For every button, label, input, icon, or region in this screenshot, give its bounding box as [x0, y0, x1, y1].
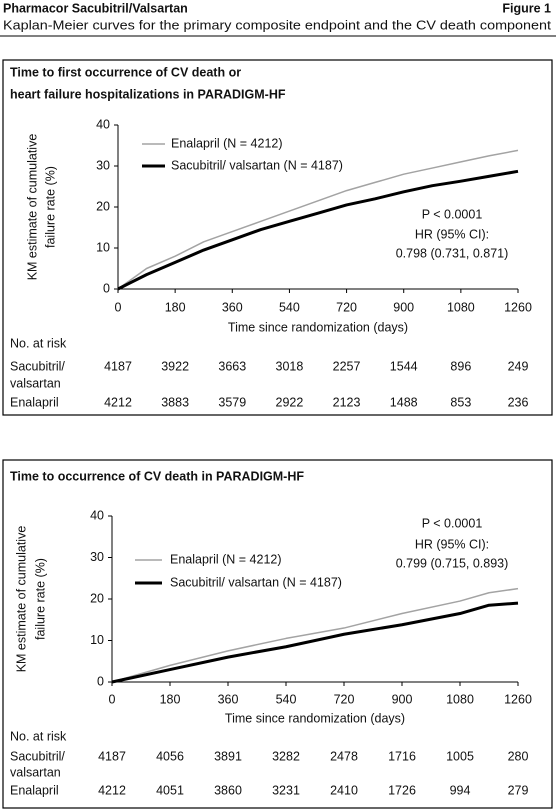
at-risk-count: 1005 [446, 749, 474, 763]
at-risk-count: 1544 [390, 359, 418, 373]
legend-label: Sacubitril/ valsartan (N = 4187) [170, 575, 342, 589]
at-risk-row-name: Sacubitril/ [10, 359, 65, 373]
chart-title: heart failure hospitalizations in PARADI… [10, 87, 286, 101]
y-tick-label: 20 [96, 199, 110, 213]
at-risk-count: 3922 [161, 359, 189, 373]
km-curve [111, 587, 519, 683]
at-risk-count: 853 [450, 395, 471, 409]
x-tick-label: 360 [218, 692, 239, 706]
legend-label: Enalapril (N = 4212) [170, 552, 282, 566]
at-risk-count: 3883 [161, 395, 189, 409]
at-risk-count: 4212 [104, 395, 132, 409]
x-tick-label: 1080 [446, 692, 474, 706]
x-tick-label: 540 [276, 692, 297, 706]
x-tick-label: 360 [222, 300, 243, 314]
at-risk-count: 4051 [156, 783, 184, 797]
at-risk-row-name: Enalapril [10, 783, 59, 797]
annotation: P < 0.0001 [422, 516, 483, 530]
annotation: P < 0.0001 [422, 207, 483, 221]
at-risk-count: 236 [508, 395, 529, 409]
header-title: Pharmacor Sacubitril/Valsartan [3, 1, 188, 15]
at-risk-count: 2123 [333, 395, 361, 409]
x-tick-label: 0 [115, 300, 122, 314]
at-risk-label: No. at risk [10, 336, 67, 350]
km-curve [111, 601, 519, 684]
y-tick-label: 30 [90, 550, 104, 564]
y-axis-label: KM estimate of cumulative [25, 134, 39, 281]
x-tick-label: 1260 [504, 300, 532, 314]
at-risk-count: 3018 [276, 359, 304, 373]
at-risk-count: 249 [508, 359, 529, 373]
at-risk-count: 279 [508, 783, 529, 797]
x-tick-label: 720 [334, 692, 355, 706]
at-risk-count: 3860 [214, 783, 242, 797]
at-risk-count: 3663 [218, 359, 246, 373]
at-risk-count: 2922 [276, 395, 304, 409]
y-tick-label: 40 [90, 508, 104, 522]
header-subtitle: Kaplan-Meier curves for the primary comp… [3, 18, 552, 32]
y-axis-label: failure rate (%) [33, 558, 47, 640]
x-tick-label: 720 [336, 300, 357, 314]
figure-label: Figure 1 [502, 1, 551, 15]
at-risk-row-name: Enalapril [10, 395, 59, 409]
at-risk-row-name: valsartan [10, 765, 61, 779]
at-risk-label: No. at risk [10, 729, 67, 743]
x-axis-label: Time since randomization (days) [225, 711, 405, 725]
at-risk-count: 4187 [98, 749, 126, 763]
at-risk-count: 2257 [333, 359, 361, 373]
y-tick-label: 0 [97, 674, 104, 688]
y-tick-label: 40 [96, 117, 110, 131]
x-tick-label: 540 [279, 300, 300, 314]
x-tick-label: 1080 [447, 300, 475, 314]
y-axis-label: KM estimate of cumulative [14, 526, 28, 673]
y-tick-label: 10 [96, 240, 110, 254]
annotation: 0.798 (0.731, 0.871) [396, 246, 509, 260]
at-risk-count: 1488 [390, 395, 418, 409]
chart-title: Time to occurrence of CV death in PARADI… [10, 469, 304, 483]
at-risk-count: 3282 [272, 749, 300, 763]
at-risk-count: 4212 [98, 783, 126, 797]
at-risk-count: 994 [450, 783, 471, 797]
at-risk-row-name: Sacubitril/ [10, 749, 65, 763]
at-risk-count: 1726 [388, 783, 416, 797]
legend-label: Sacubitril/ valsartan (N = 4187) [171, 158, 343, 172]
panel-frame [2, 59, 553, 416]
x-tick-label: 0 [109, 692, 116, 706]
at-risk-count: 4187 [104, 359, 132, 373]
at-risk-count: 1716 [388, 749, 416, 763]
at-risk-count: 3891 [214, 749, 242, 763]
x-tick-label: 900 [392, 692, 413, 706]
annotation: HR (95% CI): [415, 537, 489, 551]
at-risk-count: 4056 [156, 749, 184, 763]
at-risk-count: 3231 [272, 783, 300, 797]
km-curve [117, 169, 519, 291]
at-risk-count: 2410 [330, 783, 358, 797]
y-axis-label: failure rate (%) [43, 166, 57, 248]
at-risk-row-name: valsartan [10, 376, 61, 390]
at-risk-count: 896 [450, 359, 471, 373]
at-risk-count: 2478 [330, 749, 358, 763]
km-curve [117, 149, 519, 290]
panel-frame [2, 459, 553, 809]
y-tick-label: 20 [90, 591, 104, 605]
y-tick-label: 30 [96, 158, 110, 172]
x-axis-label: Time since randomization (days) [228, 320, 408, 334]
x-tick-label: 180 [160, 692, 181, 706]
legend-label: Enalapril (N = 4212) [171, 136, 283, 150]
x-tick-label: 180 [165, 300, 186, 314]
chart-title: Time to first occurrence of CV death or [10, 65, 241, 79]
annotation: HR (95% CI): [415, 227, 489, 241]
annotation: 0.799 (0.715, 0.893) [396, 556, 509, 570]
y-tick-label: 10 [90, 633, 104, 647]
y-tick-label: 0 [103, 281, 110, 295]
x-tick-label: 900 [393, 300, 414, 314]
x-tick-label: 1260 [504, 692, 532, 706]
at-risk-count: 280 [508, 749, 529, 763]
at-risk-count: 3579 [218, 395, 246, 409]
